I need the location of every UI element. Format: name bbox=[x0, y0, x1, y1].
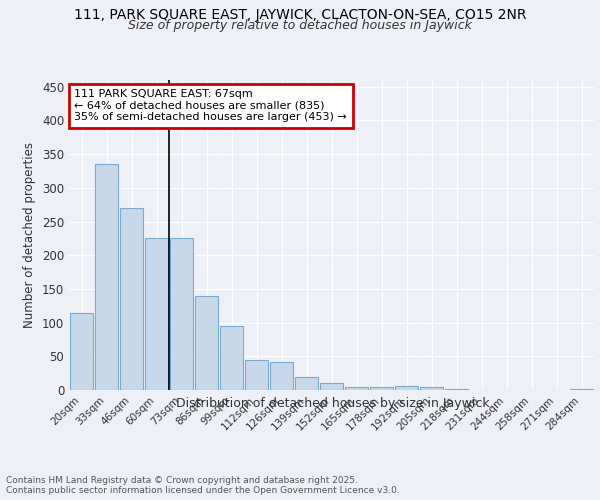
Bar bbox=[295, 376, 318, 390]
Bar bbox=[170, 238, 193, 390]
Bar bbox=[145, 238, 168, 390]
Bar bbox=[120, 208, 143, 390]
Bar bbox=[570, 388, 593, 390]
Text: Size of property relative to detached houses in Jaywick: Size of property relative to detached ho… bbox=[128, 18, 472, 32]
Bar bbox=[345, 386, 368, 390]
Bar bbox=[95, 164, 118, 390]
Bar bbox=[270, 362, 293, 390]
Bar bbox=[395, 386, 418, 390]
Text: 111, PARK SQUARE EAST, JAYWICK, CLACTON-ON-SEA, CO15 2NR: 111, PARK SQUARE EAST, JAYWICK, CLACTON-… bbox=[74, 8, 526, 22]
Bar bbox=[195, 296, 218, 390]
Bar bbox=[370, 386, 393, 390]
Bar bbox=[245, 360, 268, 390]
Bar bbox=[420, 386, 443, 390]
Bar bbox=[320, 384, 343, 390]
Text: Contains HM Land Registry data © Crown copyright and database right 2025.
Contai: Contains HM Land Registry data © Crown c… bbox=[6, 476, 400, 495]
Text: Distribution of detached houses by size in Jaywick: Distribution of detached houses by size … bbox=[176, 398, 490, 410]
Text: 111 PARK SQUARE EAST: 67sqm
← 64% of detached houses are smaller (835)
35% of se: 111 PARK SQUARE EAST: 67sqm ← 64% of det… bbox=[74, 90, 347, 122]
Bar bbox=[220, 326, 243, 390]
Bar bbox=[70, 312, 93, 390]
Y-axis label: Number of detached properties: Number of detached properties bbox=[23, 142, 37, 328]
